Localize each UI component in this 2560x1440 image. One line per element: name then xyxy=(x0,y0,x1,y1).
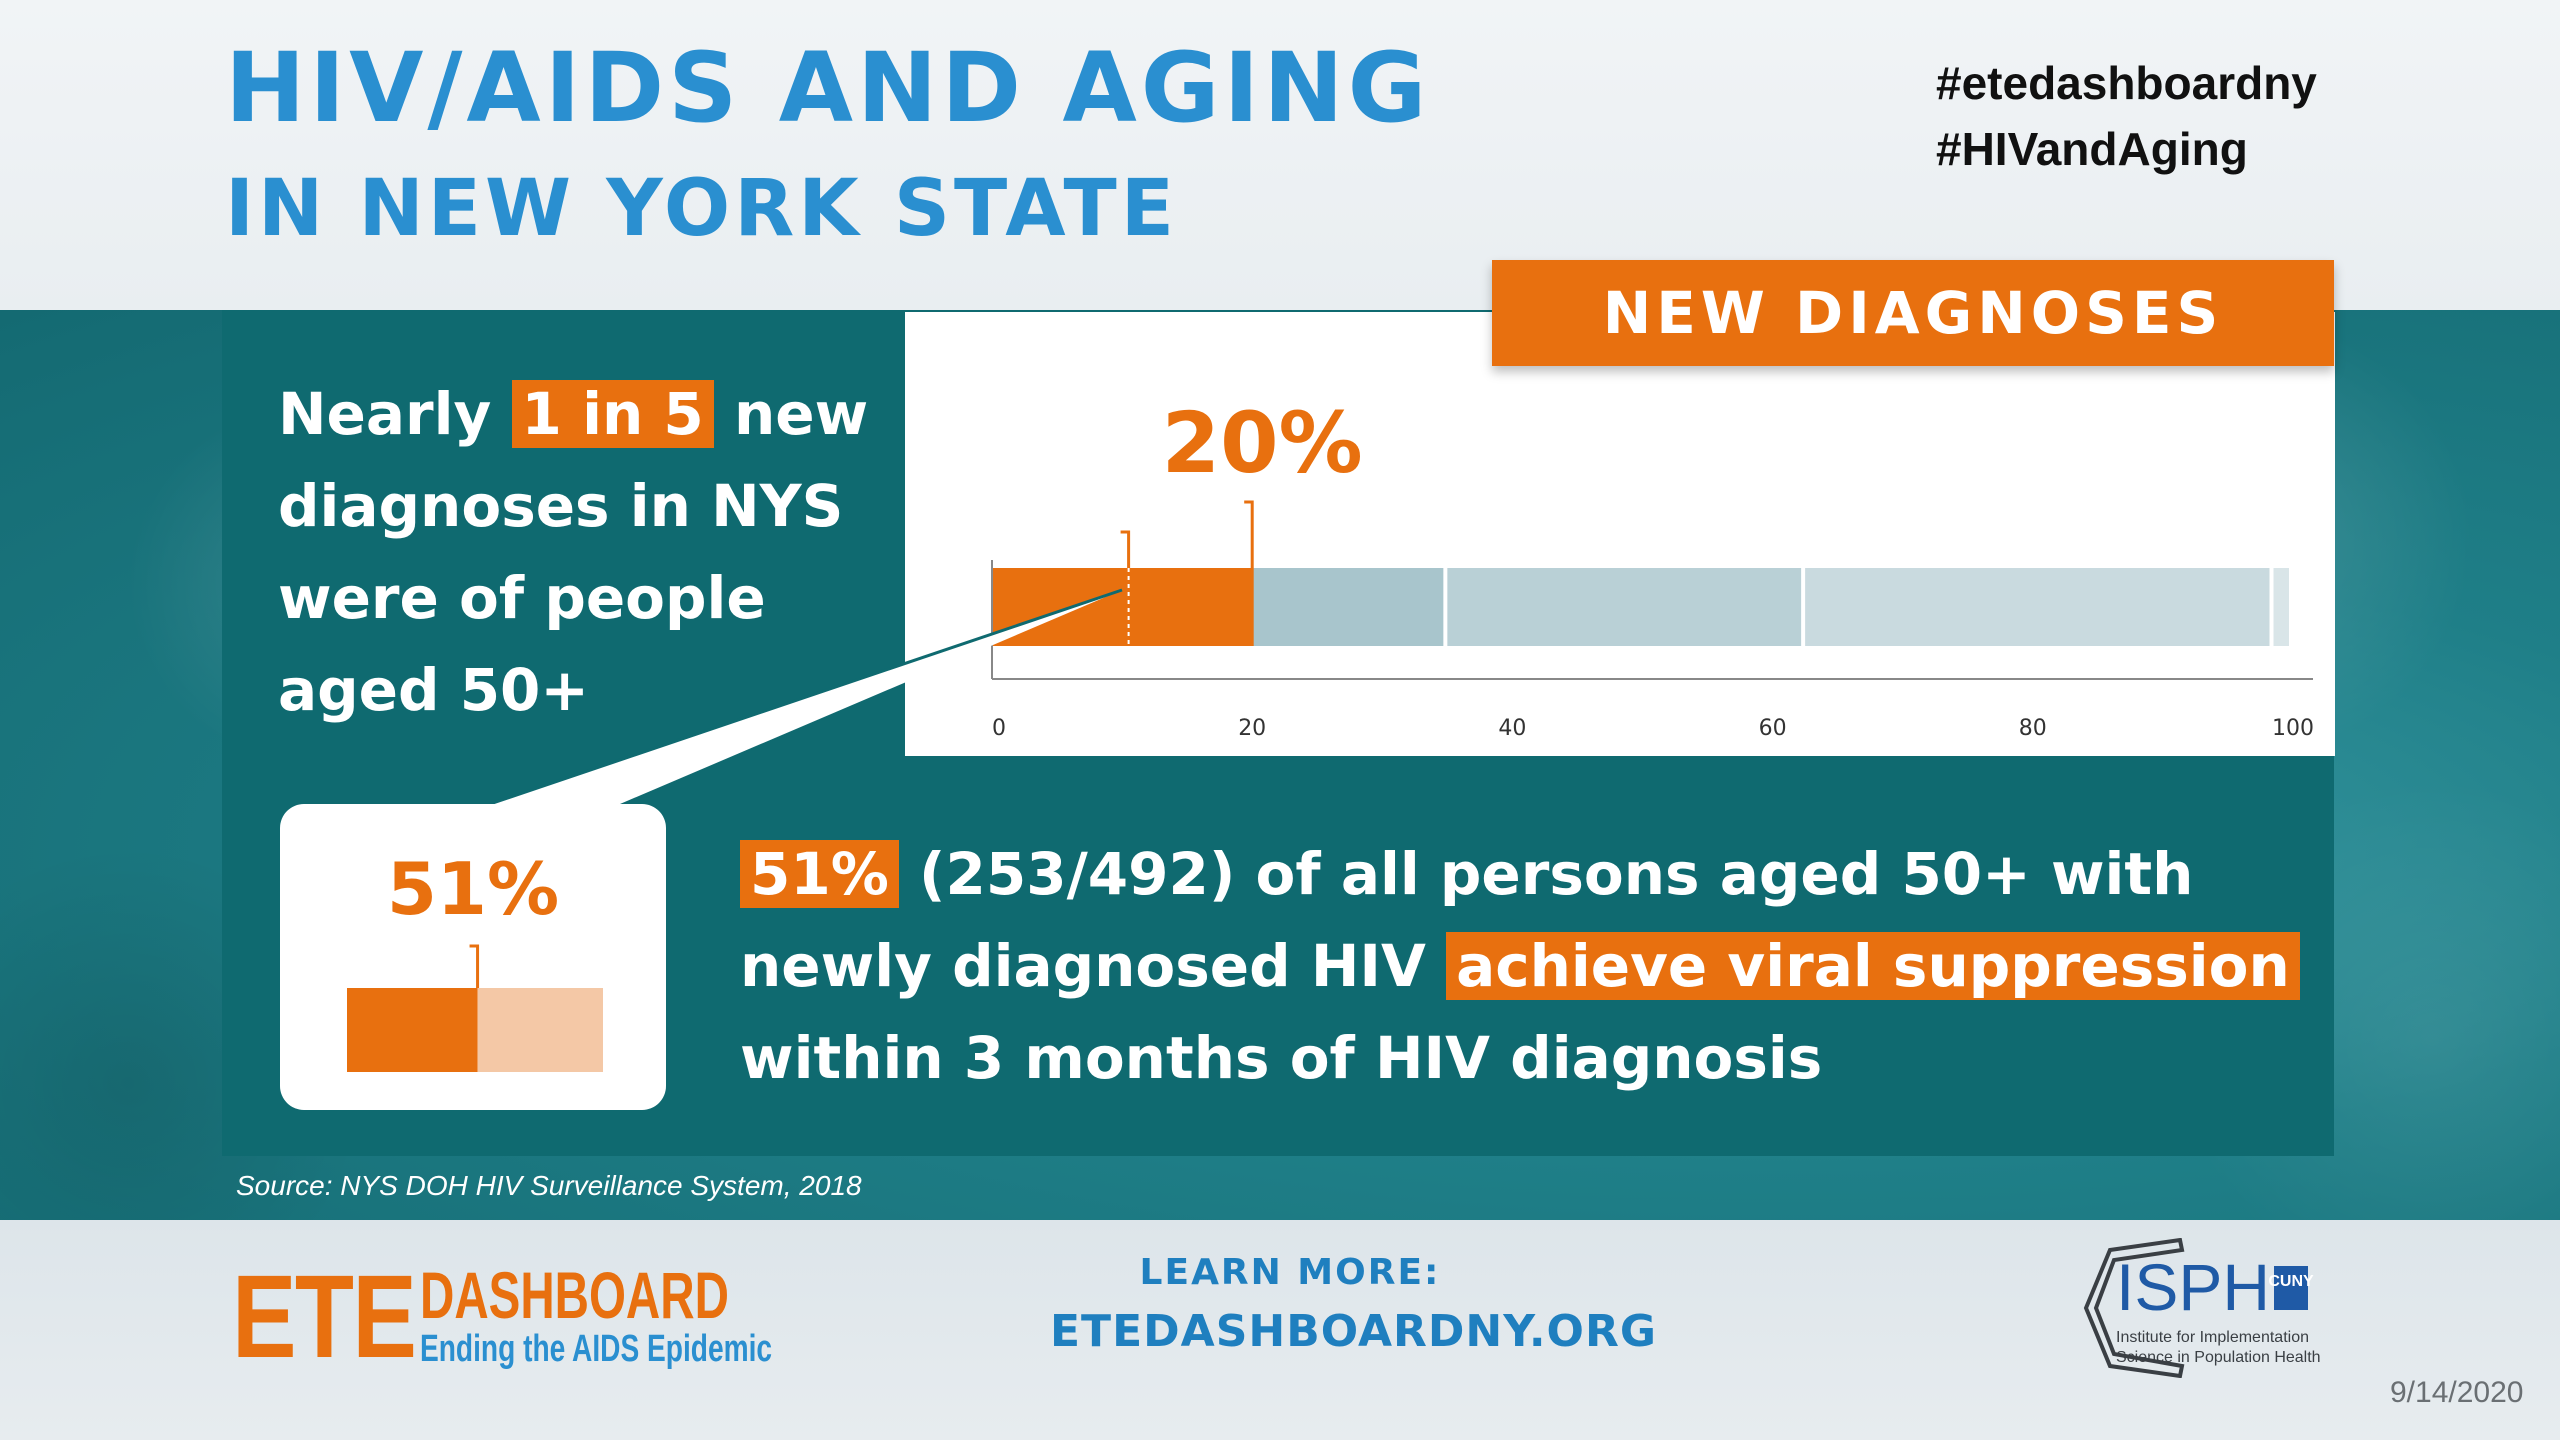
mini-bar-suppressed xyxy=(347,988,478,1072)
highlight-51-percent: 51% xyxy=(740,840,899,908)
isph-caption-line1: Institute for Implementation xyxy=(2116,1329,2309,1346)
bar-segment-0 xyxy=(992,568,1253,646)
learn-more-label: LEARN MORE: xyxy=(1139,1252,1441,1293)
hashtag-hivandaging[interactable]: #HIVandAging xyxy=(1936,123,2248,175)
right-statement-text: newly diagnosed HIV xyxy=(740,932,1447,1000)
x-tick-label: 40 xyxy=(1498,716,1526,741)
x-tick-label: 60 xyxy=(1759,716,1787,741)
source-note: Source: NYS DOH HIV Surveillance System,… xyxy=(236,1170,862,1201)
hashtag-etedashboardny[interactable]: #etedashboardny xyxy=(1936,57,2317,109)
new-diagnoses-chart-card xyxy=(905,312,2335,756)
mini-bracket xyxy=(469,944,480,988)
isph-caption-line2: Science in Population Health xyxy=(2116,1349,2321,1366)
ete-logo-dashboard: DASHBOARD xyxy=(420,1258,729,1332)
left-statement-text: diagnoses in NYS xyxy=(278,472,844,540)
page-subtitle: IN NEW YORK STATE xyxy=(225,164,1179,254)
x-tick-label: 80 xyxy=(2019,716,2047,741)
mini-bar-remaining xyxy=(477,988,603,1072)
x-tick-label: 0 xyxy=(992,716,1006,741)
highlight-viral-suppression: achieve viral suppression xyxy=(1446,932,2300,1000)
ete-logo-tagline: Ending the AIDS Epidemic xyxy=(420,1328,773,1370)
left-statement-text: new xyxy=(713,380,869,448)
page-title: HIV/AIDS AND AGING xyxy=(225,32,1431,144)
mini-data-label: 51% xyxy=(387,847,559,931)
date-stamp: 9/14/2020 xyxy=(2390,1376,2524,1409)
x-tick-label: 100 xyxy=(2272,716,2314,741)
isph-cuny-logo: ISPH CUNY Institute for Implementation S… xyxy=(2083,1238,2321,1378)
new-diagnoses-chart: 20% 0 20 40 60 80 100 xyxy=(991,394,2314,741)
x-tick-label: 20 xyxy=(1238,716,1266,741)
viral-suppression-chart: 51% xyxy=(347,847,603,1072)
cuny-text: CUNY xyxy=(2268,1273,2314,1290)
new-diagnoses-label: NEW DIAGNOSES xyxy=(1492,260,2334,366)
left-statement: Nearly 1 in 5 new diagnoses in NYS were … xyxy=(278,368,918,736)
highlight-bracket xyxy=(1244,500,1254,646)
isph-logo-hexagon xyxy=(2083,1238,2185,1378)
bar-segment-3 xyxy=(1805,568,2270,646)
bar-segment-4 xyxy=(2273,568,2289,646)
isph-logo-text: ISPH xyxy=(2116,1250,2270,1324)
bar-segment-2 xyxy=(1447,568,1802,646)
highlight-1-in-5: 1 in 5 xyxy=(511,380,714,448)
right-statement-text: (253/492) of all persons aged 50+ with xyxy=(898,840,2194,908)
bar-segment-1 xyxy=(1252,568,1444,646)
right-statement: 51% (253/492) of all persons aged 50+ wi… xyxy=(740,828,2300,1104)
left-statement-text: were of people xyxy=(278,564,766,632)
cuny-box xyxy=(2274,1266,2308,1310)
chart-data-label: 20% xyxy=(1162,394,1363,492)
right-statement-text: within 3 months of HIV diagnosis xyxy=(740,1024,1823,1092)
ete-logo-letters: ETE xyxy=(232,1251,417,1383)
website-link[interactable]: ETEDASHBOARDNY.ORG xyxy=(1050,1306,1657,1357)
header-band xyxy=(0,0,2560,310)
inner-bracket xyxy=(1120,530,1131,568)
left-statement-text: Nearly xyxy=(278,380,512,448)
left-statement-text: aged 50+ xyxy=(278,656,590,724)
